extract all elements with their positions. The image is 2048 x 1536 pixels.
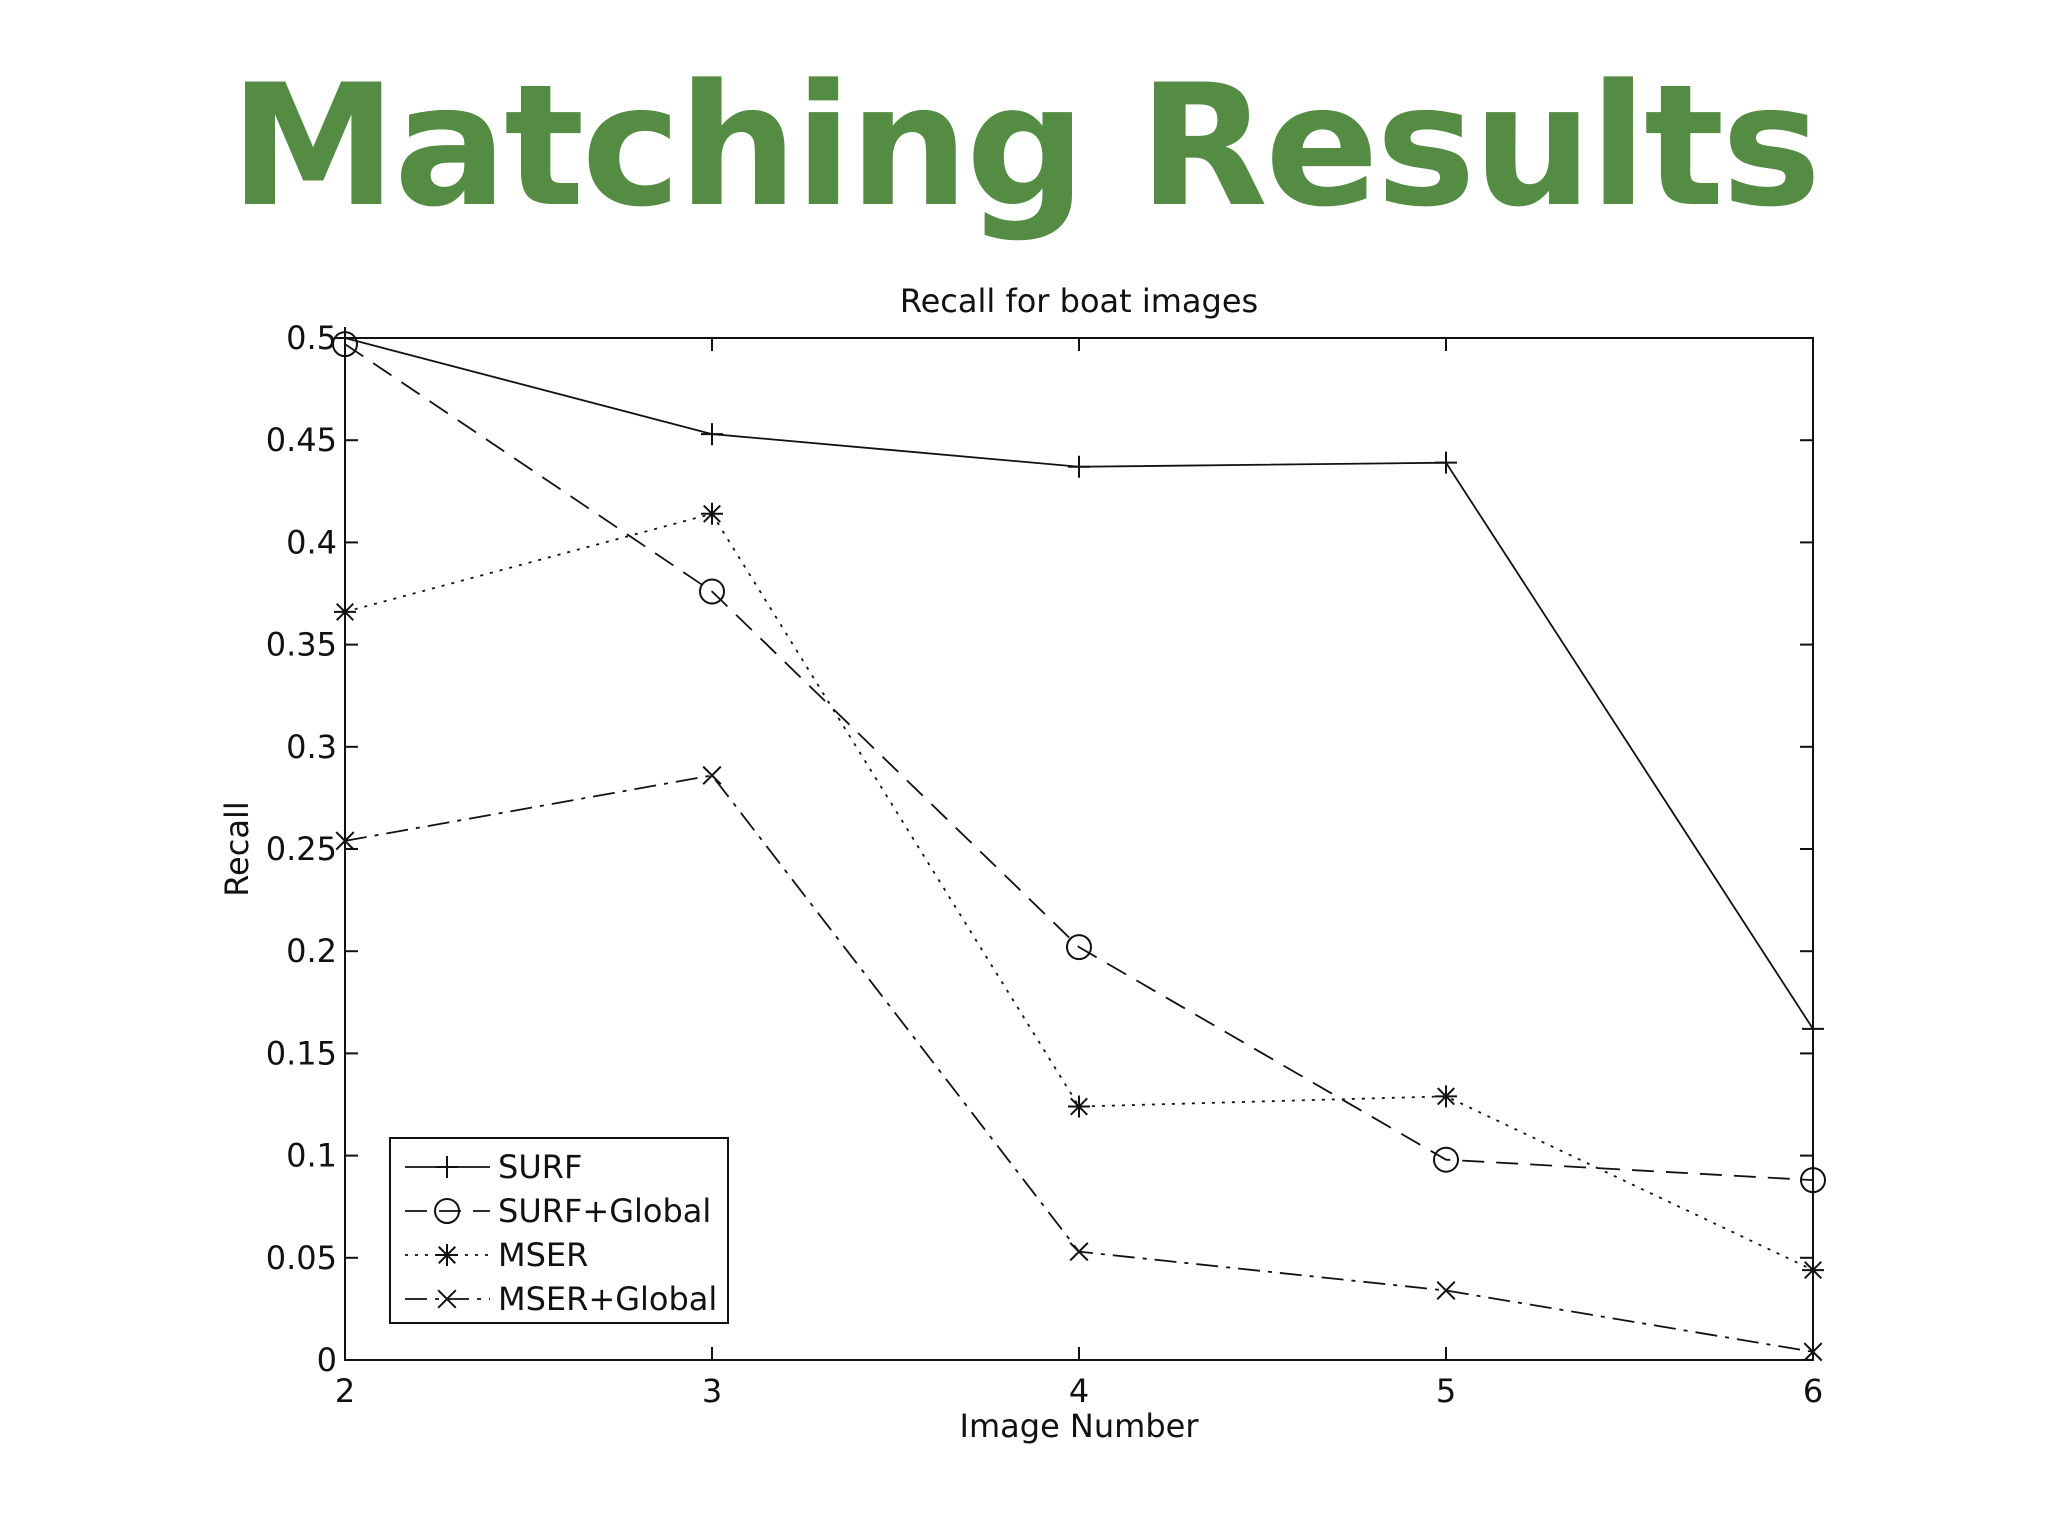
y-tick-label: 0.4	[286, 523, 337, 561]
data-point-surf-global	[1800, 1167, 1826, 1194]
y-tick-label: 0.15	[266, 1034, 337, 1072]
y-tick-label: 0.3	[286, 728, 337, 766]
legend-label-mser-global: MSER+Global	[498, 1280, 717, 1318]
data-point-surf-global	[1066, 934, 1092, 961]
data-point-mser	[1802, 1259, 1824, 1282]
data-point-surf	[1435, 451, 1457, 474]
data-point-mser	[1068, 1095, 1090, 1118]
y-tick-label: 0.25	[266, 830, 337, 868]
y-tick-label: 0	[317, 1341, 337, 1379]
legend-marker-surf	[436, 1156, 458, 1178]
legend-label-surf-global: SURF+Global	[498, 1192, 711, 1230]
y-tick-label: 0.05	[266, 1239, 337, 1277]
y-axis-label: Recall	[218, 801, 256, 896]
x-tick-label: 3	[702, 1372, 722, 1410]
series-line-surf	[344, 337, 1814, 1030]
data-point-surf-global	[1433, 1146, 1459, 1173]
y-tick-label: 0.45	[266, 421, 337, 459]
legend-marker-mser	[436, 1244, 458, 1266]
data-point-mser-global	[702, 765, 722, 785]
data-point-mser	[334, 600, 356, 623]
x-tick-label: 5	[1436, 1372, 1456, 1410]
data-point-surf-global	[332, 331, 358, 358]
data-point-surf	[1068, 455, 1090, 478]
y-tick-label: 0.1	[286, 1137, 337, 1175]
data-point-mser	[701, 502, 723, 525]
data-point-mser-global	[1069, 1242, 1089, 1262]
data-point-surf	[334, 327, 356, 349]
legend-label-surf: SURF	[498, 1148, 582, 1186]
data-point-mser-global	[1436, 1280, 1456, 1301]
slide-title: Matching Results	[229, 48, 1822, 244]
y-tick-label: 0.2	[286, 932, 337, 970]
y-tick-label: 0.5	[286, 319, 337, 357]
x-tick-label: 2	[335, 1372, 355, 1410]
legend-marker-mser-global	[437, 1289, 457, 1309]
data-point-surf	[701, 423, 723, 446]
data-point-surf-global	[699, 578, 725, 605]
data-point-mser-global	[335, 831, 355, 851]
data-point-surf	[1802, 1017, 1824, 1040]
legend-marker-surf-global	[434, 1198, 460, 1224]
legend-label-mser: MSER	[498, 1236, 588, 1274]
data-point-mser	[1435, 1085, 1457, 1108]
x-axis-label: Image Number	[960, 1407, 1200, 1445]
x-tick-label: 4	[1069, 1372, 1089, 1410]
x-tick-label: 6	[1803, 1372, 1823, 1410]
data-point-mser-global	[1803, 1342, 1823, 1362]
chart-title: Recall for boat images	[900, 282, 1258, 320]
y-tick-label: 0.35	[266, 626, 337, 664]
series-line-surf-global	[344, 343, 1814, 1182]
